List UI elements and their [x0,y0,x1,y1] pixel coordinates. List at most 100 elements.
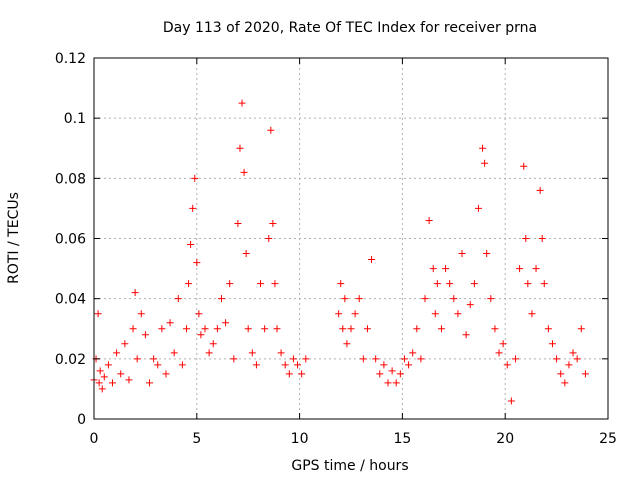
data-point [302,355,310,363]
data-point [213,325,221,333]
data-point [205,349,213,357]
y-axis-label: ROTI / TECUs [6,192,22,284]
data-point [376,370,384,378]
data-point [248,349,256,357]
data-point [540,280,548,288]
data-point [335,310,343,318]
x-tick-label: 10 [291,431,309,447]
data-point [201,325,209,333]
data-point [421,295,429,303]
x-tick-label: 15 [393,431,411,447]
data-point [409,349,417,357]
data-point [431,310,439,318]
data-point [400,355,408,363]
data-point [553,355,561,363]
data-point [137,310,145,318]
data-point [125,376,133,384]
data-point [94,310,102,318]
data-point [470,280,478,288]
data-point [178,361,186,369]
data-point [162,370,170,378]
x-tick-label: 25 [599,431,617,447]
data-point [236,144,244,152]
data-point [141,331,149,339]
data-point [442,265,450,273]
data-point [347,325,355,333]
data-point [257,280,265,288]
axis-ticks: 0 5 10 15 20 25 0 0.02 0.04 0.06 0.08 0.1 0.12 [55,51,617,447]
chart-title: Day 113 of 2020, Rate Of TEC Index for r… [163,20,537,36]
data-point [380,361,388,369]
data-point [95,379,103,387]
data-point [183,325,191,333]
data-point [491,325,499,333]
data-point [187,241,195,249]
data-point [150,355,158,363]
data-point [532,265,540,273]
data-point [450,295,458,303]
data-point [479,144,487,152]
data-point [557,370,565,378]
y-tick-label: 0.02 [55,352,86,368]
data-point [117,370,125,378]
x-tick-label: 20 [496,431,514,447]
data-point [343,340,351,348]
data-point [487,295,495,303]
data-point [269,219,277,227]
data-point [433,280,441,288]
data-point [507,397,515,405]
data-point [524,280,532,288]
data-point [462,331,470,339]
data-point [226,280,234,288]
data-point [425,216,433,224]
data-point [121,340,129,348]
data-point [166,319,174,327]
data-point [483,250,491,258]
data-point [129,325,137,333]
data-point [341,295,349,303]
data-point [197,331,205,339]
data-point [581,370,589,378]
data-point [298,370,306,378]
data-point [516,265,524,273]
data-point [429,265,437,273]
data-point [573,355,581,363]
data-point [458,250,466,258]
data-point [351,310,359,318]
data-point [511,355,519,363]
data-point [170,349,178,357]
data-point [565,361,573,369]
data-point [98,385,106,393]
data-point [466,301,474,309]
data-point [405,361,413,369]
data-point [294,361,302,369]
data-point [131,289,139,297]
y-tick-label: 0.12 [55,51,86,67]
data-point [244,325,252,333]
data-point [230,355,238,363]
data-point [289,355,297,363]
data-point [536,186,544,194]
data-point [437,325,445,333]
data-point [528,310,536,318]
data-point [193,259,201,267]
data-point [100,373,108,381]
data-point [548,340,556,348]
data-point [396,370,404,378]
data-point [503,361,511,369]
data-point [191,174,199,182]
data-point [104,361,112,369]
data-point [195,310,203,318]
data-point [520,162,528,170]
data-point [337,280,345,288]
data-point [544,325,552,333]
data-point [281,361,289,369]
data-point [285,370,293,378]
data-point [222,319,230,327]
data-point [569,349,577,357]
y-tick-label: 0.04 [55,292,86,308]
data-point [384,379,392,387]
data-point [388,367,396,375]
data-point [339,325,347,333]
data-point [495,349,503,357]
